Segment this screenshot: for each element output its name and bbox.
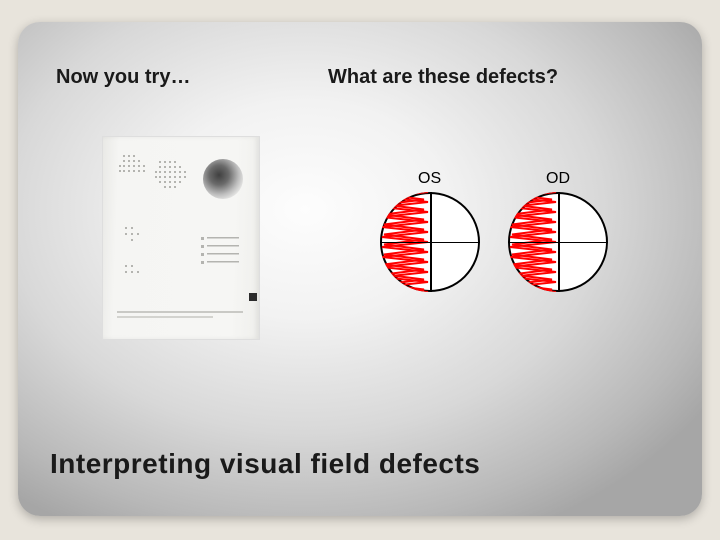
heading-right: What are these defects? [328, 66, 558, 89]
vf-label-od: OD [546, 170, 570, 188]
footer-title: Interpreting visual field defects [50, 448, 480, 480]
vf-eye-od-vline [558, 192, 560, 292]
scan-page-graphic [103, 137, 261, 341]
visual-field-diagram: OS OD [380, 170, 640, 300]
scan-page [102, 136, 260, 340]
vf-eye-os-vline [430, 192, 432, 292]
vf-label-os: OS [418, 170, 441, 188]
slide-card: Now you try… What are these defects? [18, 22, 702, 516]
heading-left: Now you try… [56, 66, 190, 89]
